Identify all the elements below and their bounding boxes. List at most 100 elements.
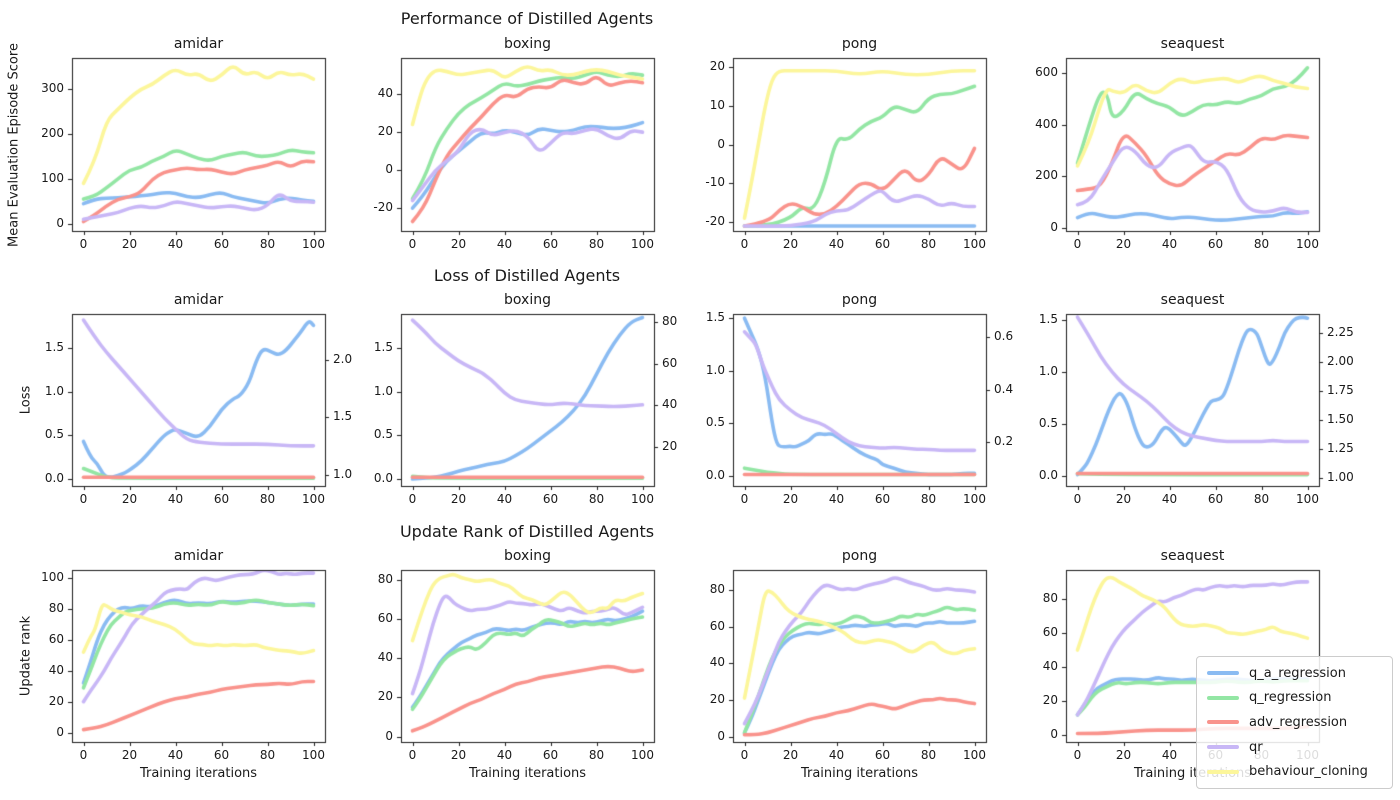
x-tick-label: 100: [302, 237, 325, 251]
y-tick-label: 40: [377, 650, 393, 665]
x-tick-label: 40: [828, 748, 845, 762]
x-tick-label: 80: [1253, 237, 1270, 251]
x-tick-label: 40: [167, 492, 184, 506]
y-tick-label: 80: [48, 600, 64, 615]
right-y-tick-label: 0.4: [994, 381, 1014, 396]
y-tick-label: 60: [1042, 625, 1058, 639]
x-tick-label: 100: [963, 492, 986, 506]
x-tick-label: 60: [1207, 492, 1224, 506]
legend-label: behaviour_cloning: [1249, 764, 1368, 780]
legend-entry-behaviour-cloning: behaviour_cloning: [1197, 764, 1392, 779]
y-tick-label: 400: [1035, 116, 1058, 131]
y-tick-label: 20: [1042, 693, 1058, 708]
y-tick-label: 1.5: [373, 340, 393, 355]
x-tick-label: 60: [1207, 237, 1224, 251]
x-tick-label: 20: [1115, 237, 1132, 251]
y-tick-label: 60: [709, 618, 725, 633]
right-y-tick-label: 0.6: [994, 329, 1014, 344]
x-tick-label: 0: [740, 492, 749, 506]
right-y-tick-label: 0.2: [994, 433, 1014, 448]
x-tick-label: 20: [782, 237, 799, 251]
subplot-title-amidar-2: amidar: [173, 548, 224, 564]
y-tick-label: 40: [48, 662, 64, 677]
x-tick-label: 100: [1296, 492, 1319, 506]
subplot-title-seaquest-2: seaquest: [1160, 548, 1225, 564]
subplot-title-pong-1: pong: [841, 292, 878, 308]
y-tick-label: 20: [709, 58, 725, 73]
y-tick-label: 300: [41, 81, 64, 95]
x-tick-label: 20: [782, 492, 799, 506]
x-tick-label: 20: [1115, 748, 1132, 762]
legend-entry-q-regression: q_regression: [1197, 690, 1392, 705]
x-tick-label: 0: [740, 748, 749, 762]
x-tick-label: 0: [79, 492, 88, 506]
subplot-title-seaquest-0: seaquest: [1160, 36, 1225, 52]
right-y-tick-label: 1.25: [1327, 440, 1354, 455]
y-tick-label: 0.0: [373, 471, 393, 485]
y-tick-label: 60: [48, 631, 64, 646]
x-tick-label: 80: [588, 748, 605, 762]
y-tick-label: 0: [1050, 219, 1058, 234]
row-title-update-rank: Update Rank of Distilled Agents: [399, 522, 655, 541]
x-tick-label: 100: [631, 237, 654, 251]
subplot-title-seaquest-1: seaquest: [1160, 292, 1225, 308]
right-y-tick-label: 1.75: [1327, 382, 1354, 397]
y-axis-label: Loss: [18, 385, 34, 415]
x-tick-label: 60: [874, 492, 891, 506]
x-tick-label: 60: [542, 492, 559, 506]
y-tick-label: 40: [1042, 659, 1058, 674]
y-tick-label: 100: [41, 569, 64, 584]
right-y-tick-label: 1.0: [333, 466, 353, 481]
y-tick-label: 0: [385, 162, 393, 177]
right-y-tick-label: 1.5: [333, 409, 353, 424]
y-tick-label: 0: [717, 136, 725, 151]
y-tick-label: 0.5: [373, 427, 393, 442]
x-tick-label: 80: [588, 492, 605, 506]
x-tick-label: 80: [1253, 492, 1270, 506]
right-y-tick-label: 20: [662, 438, 678, 453]
y-tick-label: 40: [709, 655, 725, 670]
x-tick-label: 20: [450, 237, 467, 251]
legend: q_a_regression q_regression adv_regressi…: [1196, 656, 1393, 789]
y-tick-label: 1.5: [705, 310, 725, 325]
subplot-title-boxing-2: boxing: [504, 548, 551, 564]
y-tick-label: 20: [709, 691, 725, 706]
y-tick-label: -20: [373, 200, 393, 215]
y-tick-label: 20: [377, 689, 393, 704]
legend-entry-adv-regression: adv_regression: [1197, 715, 1392, 730]
y-tick-label: 1.0: [705, 362, 725, 377]
y-tick-label: 0: [717, 728, 725, 743]
x-tick-label: 100: [302, 748, 325, 762]
x-tick-label: 60: [213, 237, 230, 251]
x-tick-label: 80: [588, 237, 605, 251]
y-tick-label: 1.0: [373, 383, 393, 398]
x-tick-label: 0: [740, 237, 749, 251]
right-y-tick-label: 60: [662, 355, 678, 370]
y-tick-label: 0: [56, 215, 64, 230]
x-axis-label: Training iterations: [468, 766, 587, 781]
y-tick-label: 10: [709, 97, 725, 112]
x-tick-label: 80: [920, 748, 937, 762]
row-title-performance: Performance of Distilled Agents: [400, 9, 654, 28]
subplot-title-pong-0: pong: [841, 36, 878, 52]
x-tick-label: 40: [167, 237, 184, 251]
subplot-title-pong-2: pong: [841, 548, 878, 564]
x-tick-label: 80: [920, 237, 937, 251]
x-tick-label: 20: [121, 492, 138, 506]
legend-label: adv_regression: [1249, 714, 1348, 730]
legend-swatch-adv-regression: [1207, 720, 1239, 725]
y-tick-label: 200: [41, 125, 64, 140]
y-tick-label: 0.5: [705, 415, 725, 430]
y-axis-label: Update rank: [18, 615, 34, 697]
y-tick-label: 80: [377, 571, 393, 586]
subplot-title-amidar-1: amidar: [173, 292, 224, 308]
y-tick-label: 1.0: [44, 383, 64, 398]
x-tick-label: 80: [920, 492, 937, 506]
y-tick-label: 0.5: [1038, 415, 1058, 430]
x-tick-label: 40: [496, 492, 513, 506]
y-tick-label: 0.0: [705, 467, 725, 482]
subplot-title-amidar-0: amidar: [173, 36, 224, 52]
y-tick-label: 20: [377, 124, 393, 139]
legend-swatch-q-regression: [1207, 695, 1239, 700]
